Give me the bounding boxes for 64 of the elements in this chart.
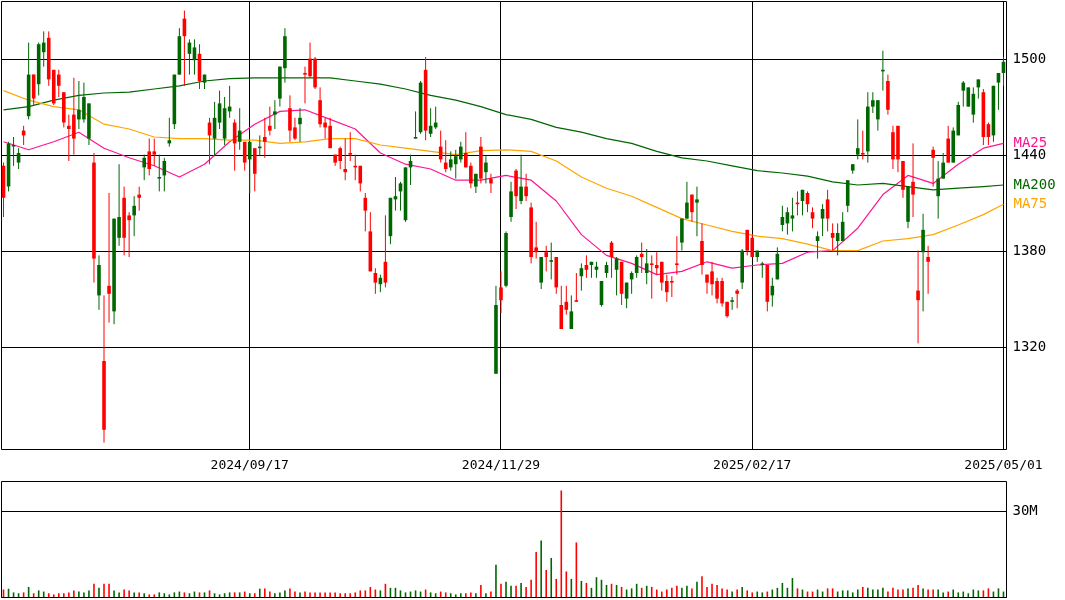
- candlestick: [298, 107, 302, 143]
- candlestick: [142, 154, 147, 181]
- x-tick-label: 2025/02/17: [713, 456, 792, 472]
- y-tick-label: 1500: [1012, 50, 1047, 67]
- candlestick: [458, 141, 463, 164]
- line-series: [2, 109, 1005, 276]
- candlestick: [735, 288, 739, 309]
- candlestick: [413, 110, 418, 140]
- candlestick: [926, 245, 930, 295]
- candlestick: [860, 130, 865, 160]
- candlestick: [499, 270, 503, 314]
- candlestick: [132, 195, 136, 237]
- line-series: [2, 90, 1005, 252]
- y-tick-label: 30M: [1012, 502, 1038, 519]
- candlestick: [273, 99, 277, 130]
- candlestick: [921, 213, 925, 312]
- series-label: MA75: [1013, 195, 1048, 212]
- candlestick: [41, 30, 46, 68]
- candlestick: [675, 235, 679, 276]
- x-tick-label: 2024/11/29: [461, 456, 541, 472]
- candlestick: [695, 186, 699, 237]
- candlestick: [147, 138, 152, 176]
- candlestick: [242, 141, 247, 172]
- candlestick: [810, 206, 815, 229]
- candlestick: [855, 118, 860, 160]
- candlestick: [489, 173, 493, 194]
- y-tick-label: 1440: [1012, 146, 1047, 163]
- candlestick: [730, 296, 734, 311]
- candlestick: [263, 117, 267, 159]
- x-tick-label: 2024/09/17: [210, 456, 289, 472]
- series-label: MA200: [1013, 176, 1056, 192]
- candlestick: [790, 197, 795, 232]
- candlestick: [343, 138, 348, 181]
- candlestick: [911, 142, 915, 218]
- candlestick: [11, 136, 16, 167]
- candlestick: [549, 242, 554, 280]
- candlestick: [649, 254, 654, 300]
- candlestick: [574, 272, 579, 303]
- y-tick-label: 1380: [1012, 242, 1047, 259]
- candlestick: [443, 139, 448, 173]
- candlestick: [946, 125, 951, 164]
- candlestick: [931, 146, 935, 188]
- candlestick: [519, 154, 523, 205]
- candlestick: [961, 80, 966, 108]
- candlestick: [644, 248, 649, 285]
- candlestick: [348, 131, 353, 162]
- candlestick: [524, 173, 528, 202]
- candlestick: [137, 186, 141, 212]
- candlestick: [247, 141, 252, 194]
- candlestick: [157, 154, 162, 192]
- candlestick: [690, 194, 694, 223]
- candlestick: [745, 229, 750, 256]
- x-tick-label: 2025/05/01: [964, 456, 1043, 472]
- candlestick: [484, 155, 488, 184]
- candlestick: [268, 106, 272, 136]
- candlestick: [700, 222, 704, 276]
- candlestick: [680, 218, 684, 252]
- candlestick: [941, 152, 945, 180]
- y-tick-label: 1320: [1012, 338, 1047, 355]
- candlestick: [559, 285, 564, 330]
- candlestick: [685, 181, 689, 220]
- candlestick: [544, 245, 549, 272]
- candlestick: [107, 192, 111, 324]
- candlestick: [916, 250, 920, 344]
